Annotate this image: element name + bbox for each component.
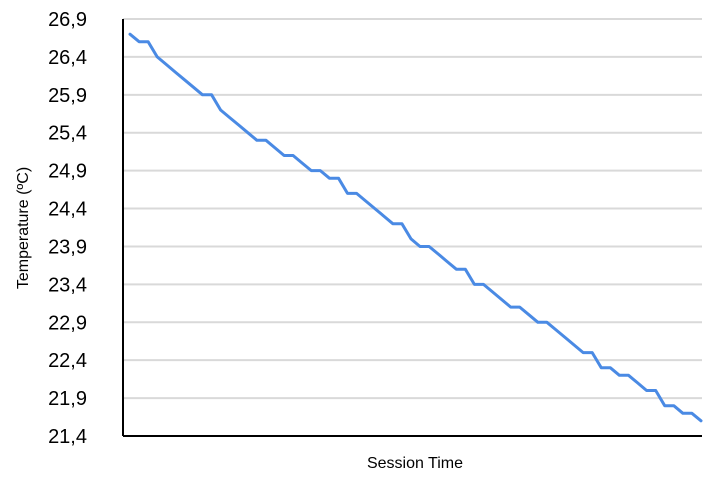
temperature-series-line <box>128 32 703 423</box>
y-tick-label: 22,4 <box>48 350 87 372</box>
y-tick-label: 25,9 <box>48 85 87 107</box>
y-axis-title: Temperature (ºC) <box>15 167 32 289</box>
y-tick-label: 22,9 <box>48 312 87 334</box>
y-axis-tick-labels: 26,9 26,4 25,9 25,4 24,9 24,4 23,9 23,4 22,9 22,4… <box>48 9 87 448</box>
y-tick-label: 23,9 <box>48 236 87 258</box>
gridlines <box>123 18 702 400</box>
y-tick-label: 23,4 <box>48 274 87 296</box>
y-tick-label: 21,4 <box>48 426 87 448</box>
y-tick-label: 24,9 <box>48 161 87 183</box>
axes <box>122 19 702 437</box>
y-tick-label: 24,4 <box>48 199 87 221</box>
y-tick-label: 26,4 <box>48 47 87 69</box>
x-axis-title: Session Time <box>367 455 463 472</box>
y-tick-label: 26,9 <box>48 9 87 31</box>
y-tick-label: 25,4 <box>48 123 87 145</box>
y-tick-label: 21,9 <box>48 388 87 410</box>
